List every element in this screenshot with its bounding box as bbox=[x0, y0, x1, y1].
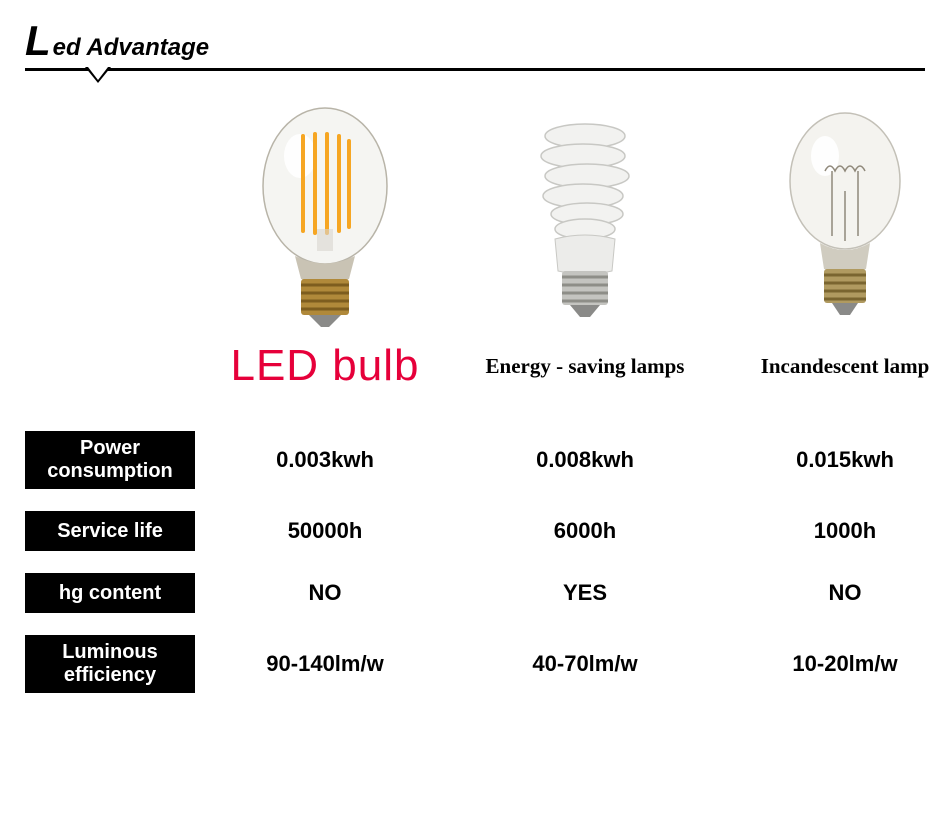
title-underline bbox=[25, 68, 925, 71]
cell: 90-140lm/w bbox=[195, 651, 455, 677]
cell: 6000h bbox=[455, 518, 715, 544]
title-initial: L bbox=[25, 20, 51, 62]
cell: YES bbox=[455, 580, 715, 606]
bulb-labels-row: LED bulb Energy - saving lamps Incandesc… bbox=[25, 341, 925, 391]
led-bulb-label: LED bulb bbox=[195, 341, 455, 391]
cell: 50000h bbox=[195, 518, 455, 544]
table-row: Powerconsumption0.003kwh0.008kwh0.015kwh bbox=[25, 431, 925, 489]
page-title: L ed Advantage bbox=[25, 20, 925, 62]
pointer-icon bbox=[85, 67, 111, 83]
title-rest: ed Advantage bbox=[53, 34, 209, 62]
row-header: Luminousefficiency bbox=[25, 635, 195, 693]
table-row: hg contentNOYESNO bbox=[25, 573, 925, 613]
row-header: hg content bbox=[25, 573, 195, 613]
cell: 0.015kwh bbox=[715, 447, 950, 473]
comparison-table: Powerconsumption0.003kwh0.008kwh0.015kwh… bbox=[25, 431, 925, 693]
table-row: Luminousefficiency90-140lm/w40-70lm/w10-… bbox=[25, 635, 925, 693]
incandescent-bulb-label: Incandescent lamp bbox=[715, 354, 950, 379]
cfl-bulb-image bbox=[455, 101, 715, 331]
cell: 40-70lm/w bbox=[455, 651, 715, 677]
bulb-images-row bbox=[25, 101, 925, 331]
cell: 0.008kwh bbox=[455, 447, 715, 473]
incandescent-bulb-image bbox=[715, 101, 950, 331]
cell: 10-20lm/w bbox=[715, 651, 950, 677]
cell: 0.003kwh bbox=[195, 447, 455, 473]
row-header: Powerconsumption bbox=[25, 431, 195, 489]
cell: NO bbox=[195, 580, 455, 606]
row-header: Service life bbox=[25, 511, 195, 551]
table-row: Service life50000h6000h1000h bbox=[25, 511, 925, 551]
cell: NO bbox=[715, 580, 950, 606]
cell: 1000h bbox=[715, 518, 950, 544]
cfl-bulb-label: Energy - saving lamps bbox=[455, 354, 715, 379]
led-bulb-image bbox=[195, 101, 455, 331]
